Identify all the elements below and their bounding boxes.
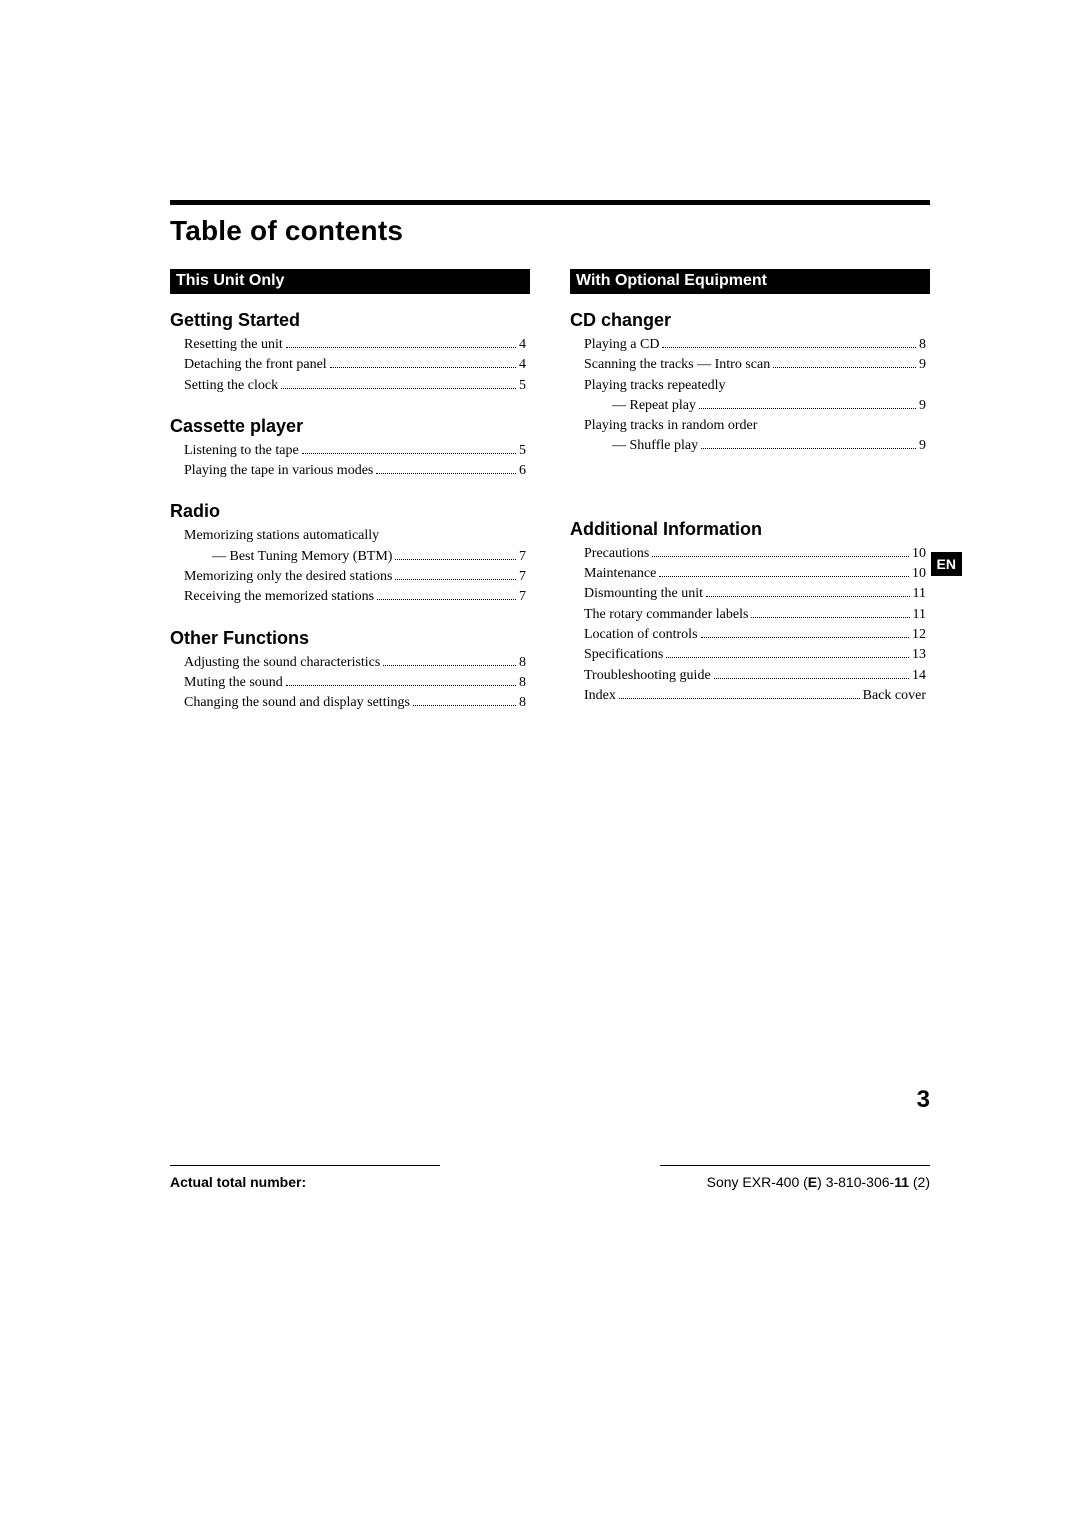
- toc-entry: Memorizing stations automatically: [184, 526, 530, 546]
- toc-entry: Troubleshooting guide14: [584, 666, 930, 686]
- heading-getting-started: Getting Started: [170, 310, 530, 331]
- toc-entry: Maintenance10: [584, 564, 930, 584]
- footer-right-text: Sony EXR-400 (E) 3-810-306-11 (2): [707, 1174, 930, 1190]
- toc-entry: Scanning the tracks — Intro scan9: [584, 355, 930, 375]
- toc-entry: Precautions10: [584, 544, 930, 564]
- heading-cd: CD changer: [570, 310, 930, 331]
- section-additional: Additional Information Precautions10 Mai…: [570, 519, 930, 706]
- toc-subentry: Shuffle play9: [584, 436, 930, 456]
- toc-entry: Playing tracks repeatedly: [584, 376, 930, 396]
- section-cd: CD changer Playing a CD8 Scanning the tr…: [570, 310, 930, 457]
- heading-radio: Radio: [170, 501, 530, 522]
- toc-entry: Playing tracks in random order: [584, 416, 930, 436]
- section-radio: Radio Memorizing stations automatically …: [170, 501, 530, 607]
- page-number: 3: [917, 1086, 930, 1114]
- toc-entry: Listening to the tape5: [184, 441, 530, 461]
- toc-entry: Playing the tape in various modes6: [184, 461, 530, 481]
- footer-rule-left: [170, 1165, 440, 1166]
- toc-entry: Specifications13: [584, 645, 930, 665]
- left-column: This Unit Only Getting Started Resetting…: [170, 269, 530, 734]
- section-cassette: Cassette player Listening to the tape5 P…: [170, 416, 530, 482]
- toc-entry: Memorizing only the desired stations7: [184, 567, 530, 587]
- toc-entry: Setting the clock5: [184, 376, 530, 396]
- heading-other: Other Functions: [170, 628, 530, 649]
- toc-subentry: Best Tuning Memory (BTM)7: [184, 547, 530, 567]
- toc-entry: Location of controls12: [584, 625, 930, 645]
- heading-cassette: Cassette player: [170, 416, 530, 437]
- toc-entry: Muting the sound8: [184, 673, 530, 693]
- toc-entry: Receiving the memorized stations7: [184, 587, 530, 607]
- section-other: Other Functions Adjusting the sound char…: [170, 628, 530, 714]
- footer-left-text: Actual total number:: [170, 1174, 306, 1190]
- band-with-optional: With Optional Equipment: [570, 269, 930, 294]
- toc-entry: Resetting the unit4: [184, 335, 530, 355]
- toc-entry: Adjusting the sound characteristics8: [184, 653, 530, 673]
- footer: Actual total number: Sony EXR-400 (E) 3-…: [170, 1165, 930, 1190]
- band-this-unit-only: This Unit Only: [170, 269, 530, 294]
- toc-entry: Detaching the front panel4: [184, 355, 530, 375]
- toc-entry: The rotary commander labels11: [584, 605, 930, 625]
- toc-entry: Playing a CD8: [584, 335, 930, 355]
- top-rule: [170, 200, 930, 205]
- toc-subentry: Repeat play9: [584, 396, 930, 416]
- footer-rule-right: [660, 1165, 930, 1166]
- section-getting-started: Getting Started Resetting the unit4 Deta…: [170, 310, 530, 396]
- language-tab: EN: [931, 552, 962, 576]
- toc-entry: IndexBack cover: [584, 686, 930, 706]
- page-title: Table of contents: [170, 215, 930, 247]
- right-column: With Optional Equipment CD changer Playi…: [570, 269, 930, 734]
- heading-additional: Additional Information: [570, 519, 930, 540]
- toc-entry: Changing the sound and display settings8: [184, 693, 530, 713]
- toc-entry: Dismounting the unit11: [584, 584, 930, 604]
